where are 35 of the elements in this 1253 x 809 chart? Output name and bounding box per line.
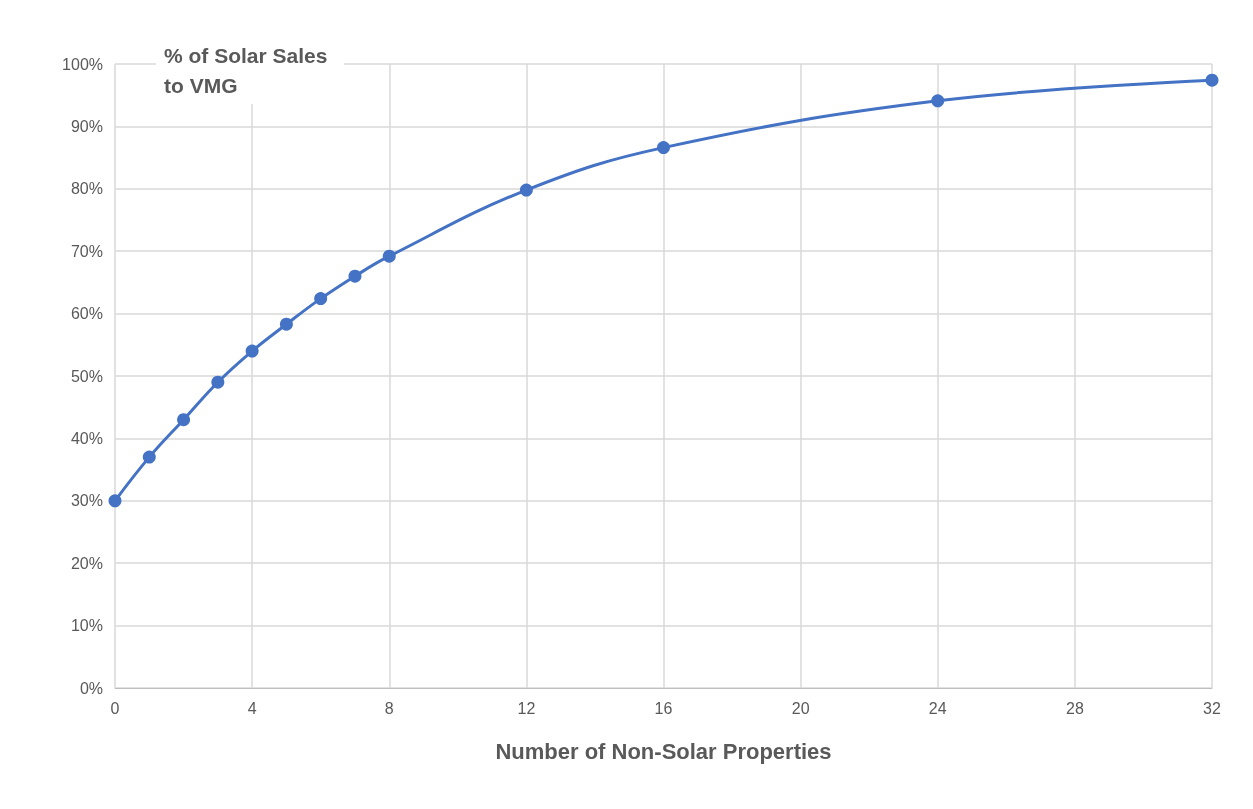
point (314, 292, 328, 306)
point (177, 413, 191, 427)
x-axis-title: Number of Non-Solar Properties (495, 738, 832, 764)
y-tick-label: 80% (70, 180, 103, 198)
y-tick-label: 20% (70, 554, 103, 572)
y-tick-label: 50% (70, 367, 103, 385)
x-tick-label: 8 (384, 699, 394, 717)
point (142, 450, 156, 464)
point (245, 344, 259, 358)
chart-title: % of Solar Sales to VMG (164, 43, 334, 97)
x-tick-label: 32 (1203, 699, 1221, 717)
point (931, 94, 945, 108)
point (657, 141, 670, 155)
x-tick-label: 28 (1065, 699, 1084, 717)
x-tick-label: 20 (791, 699, 810, 717)
x-tick-label: 12 (517, 699, 536, 717)
x-tick-label: 0 (110, 699, 120, 717)
point (108, 494, 122, 508)
y-tick-label: 10% (70, 617, 103, 635)
point (211, 375, 225, 389)
x-tick-label: 24 (928, 699, 947, 717)
y-tick-label: 100% (62, 55, 103, 73)
point (382, 249, 396, 263)
point (348, 269, 362, 283)
y-tick-label: 70% (70, 242, 103, 260)
point (519, 183, 533, 197)
y-tick-label: 40% (70, 429, 103, 447)
x-tick-label: 4 (247, 699, 257, 717)
y-tick-label: 60% (70, 305, 103, 323)
x-tick-label: 16 (654, 699, 673, 717)
y-tick-label: 90% (70, 117, 103, 135)
y-tick-label: 30% (70, 492, 103, 510)
point (279, 317, 293, 331)
y-tick-label: 0% (79, 679, 103, 697)
point (1205, 73, 1219, 87)
